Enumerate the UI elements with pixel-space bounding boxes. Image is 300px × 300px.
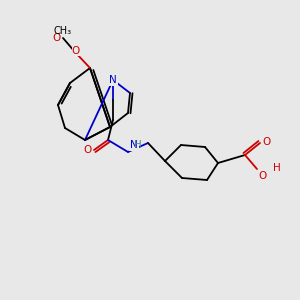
Text: H: H bbox=[134, 140, 142, 150]
Text: O: O bbox=[84, 145, 92, 155]
Text: H: H bbox=[273, 163, 281, 173]
Text: O: O bbox=[262, 137, 270, 147]
Text: O: O bbox=[72, 46, 80, 56]
Text: O: O bbox=[53, 33, 61, 43]
Text: O: O bbox=[258, 171, 266, 181]
Text: CH₃: CH₃ bbox=[54, 26, 72, 36]
Text: N: N bbox=[130, 140, 138, 150]
Text: N: N bbox=[109, 75, 117, 85]
